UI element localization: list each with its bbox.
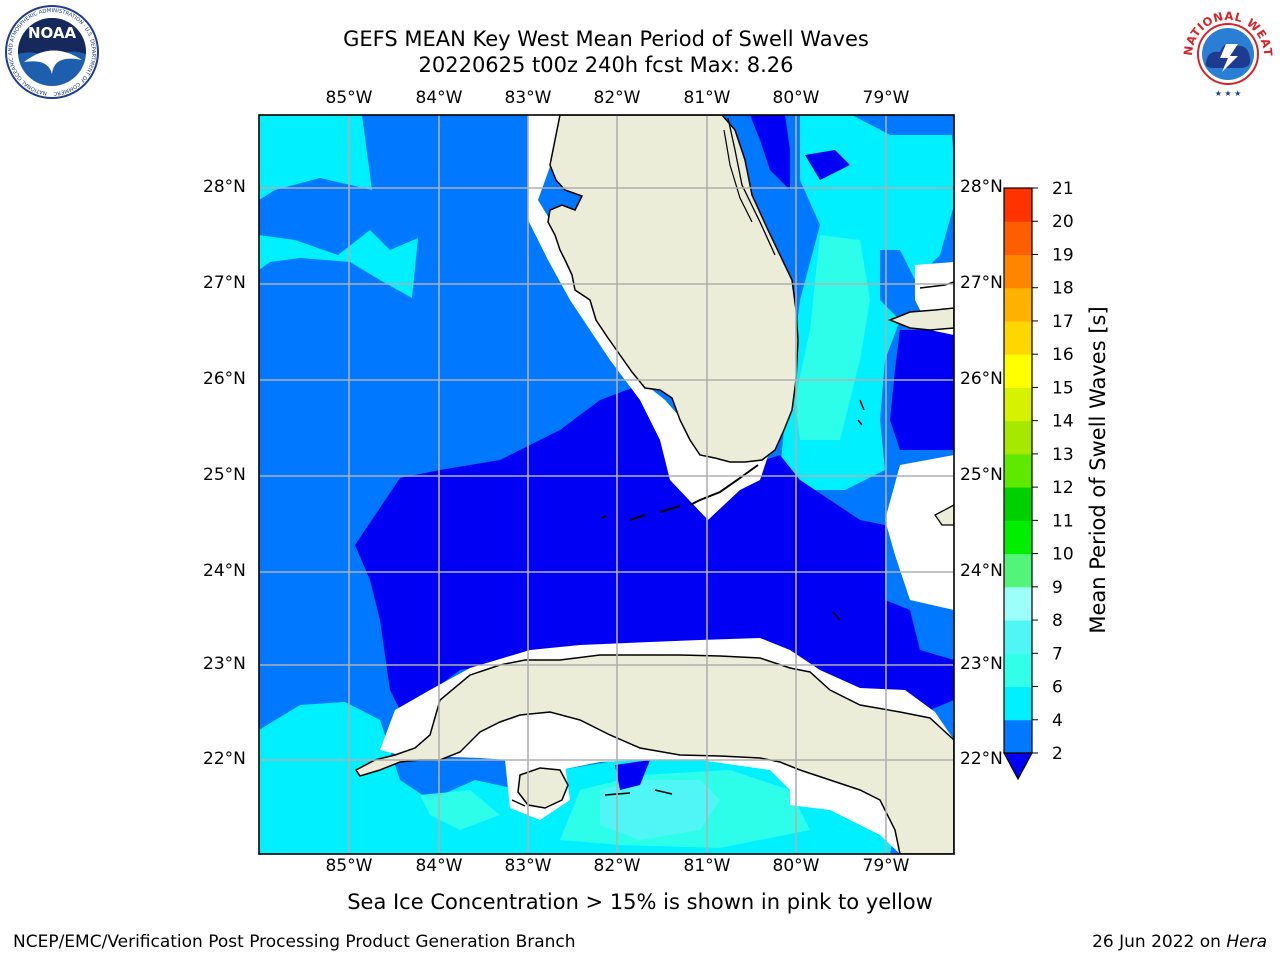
colorbar-segment <box>1004 221 1032 255</box>
colorbar-tick-label: 7 <box>1052 644 1063 664</box>
lon-label-bottom: 84°W <box>415 856 463 876</box>
noaa-logo: NOAA NATIONAL OCEANIC AND ATMOSPHERIC AD… <box>2 4 99 99</box>
colorbar-segment <box>1004 653 1032 688</box>
colorbar-tick-label: 17 <box>1052 312 1074 332</box>
colorbar-tick-label: 15 <box>1052 378 1074 398</box>
lat-label-left: 28°N <box>203 177 246 197</box>
svg-text:★ ★ ★: ★ ★ ★ <box>1215 89 1242 98</box>
lat-label-left: 25°N <box>203 465 246 485</box>
bahamas-land <box>887 307 954 331</box>
colorbar-tick-label: 8 <box>1052 611 1063 631</box>
lat-label-right: 25°N <box>960 465 1003 485</box>
lon-label-top: 80°W <box>772 88 820 108</box>
lat-label-left: 23°N <box>203 654 246 674</box>
lat-label-left: 22°N <box>203 749 246 769</box>
colorbar-frame <box>1003 187 1033 754</box>
lon-label-top: 84°W <box>415 88 463 108</box>
lon-label-bottom: 80°W <box>772 856 820 876</box>
swell-band-below-2 <box>355 115 954 790</box>
lon-label-top: 83°W <box>504 88 552 108</box>
map-frame <box>258 114 955 855</box>
lat-label-right: 24°N <box>960 561 1003 581</box>
lat-label-right: 23°N <box>960 654 1003 674</box>
cuba-land <box>354 654 954 854</box>
colorbar-tick-label: 6 <box>1052 678 1063 698</box>
lat-label-left: 24°N <box>203 561 246 581</box>
lat-label-right: 28°N <box>960 177 1003 197</box>
colorbar-tick-label: 14 <box>1052 412 1074 432</box>
footer-host: Hera <box>1226 932 1267 952</box>
colorbar-tick-label: 20 <box>1052 212 1074 232</box>
lat-label-right: 27°N <box>960 273 1003 293</box>
sea-ice-note: Sea Ice Concentration > 15% is shown in … <box>347 890 933 914</box>
colorbar-segment <box>1004 520 1032 555</box>
florida-keys <box>601 464 759 521</box>
colorbar-segment <box>1004 320 1032 355</box>
florida-land <box>547 115 799 463</box>
colorbar-tick-label: 4 <box>1052 711 1063 731</box>
colorbar-tick-label: 10 <box>1052 545 1074 565</box>
lon-label-top: 79°W <box>862 88 910 108</box>
colorbar-segment <box>1004 387 1032 422</box>
map-subtitle: 20220625 t00z 240h fcst Max: 8.26 <box>418 53 794 77</box>
isla-juventud <box>517 767 569 809</box>
footer-date-text: 26 Jun 2022 on <box>1092 932 1227 952</box>
colorbar-tick-label: 13 <box>1052 445 1074 465</box>
colorbar-tick-label: 18 <box>1052 279 1074 299</box>
colorbar-segment <box>1004 586 1032 621</box>
colorbar <box>1002 187 1034 781</box>
lon-label-bottom: 79°W <box>862 856 910 876</box>
colorbar-segment <box>1004 254 1032 289</box>
lon-label-bottom: 83°W <box>504 856 552 876</box>
map-title: GEFS MEAN Key West Mean Period of Swell … <box>343 27 869 51</box>
colorbar-tick-label: 16 <box>1052 345 1074 365</box>
swell-band-7-8 <box>600 780 720 840</box>
lon-label-bottom: 81°W <box>683 856 731 876</box>
colorbar-segment <box>1004 354 1032 388</box>
colorbar-tick-label: 21 <box>1052 179 1074 199</box>
lon-label-top: 82°W <box>593 88 641 108</box>
map-gridlines <box>259 115 954 854</box>
colorbar-tick-label: 9 <box>1052 578 1063 598</box>
lon-label-bottom: 85°W <box>325 856 373 876</box>
lon-label-bottom: 82°W <box>593 856 641 876</box>
colorbar-segment <box>1004 487 1032 521</box>
colorbar-tick-label: 19 <box>1052 245 1074 265</box>
lat-label-left: 26°N <box>203 369 246 389</box>
colorbar-tick-label: 11 <box>1052 511 1074 531</box>
colorbar-label: Mean Period of Swell Waves [s] <box>1086 306 1110 634</box>
lat-label-right: 22°N <box>960 749 1003 769</box>
colorbar-segment <box>1004 719 1032 754</box>
colorbar-tick-label: 12 <box>1052 478 1074 498</box>
colorbar-segment <box>1004 620 1032 654</box>
colorbar-ticks: 2 4 6 7 8 9 10 11 12 13 14 15 16 17 18 19 20 21 <box>1032 179 1074 764</box>
colorbar-segment <box>1004 553 1032 588</box>
lon-label-top: 85°W <box>325 88 373 108</box>
lat-label-left: 27°N <box>203 273 246 293</box>
svg-text:NOAA: NOAA <box>28 24 77 42</box>
colorbar-segment <box>1004 188 1032 222</box>
colorbar-segment <box>1004 420 1032 455</box>
lat-label-right: 26°N <box>960 369 1003 389</box>
footer-credit: NCEP/EMC/Verification Post Processing Pr… <box>13 932 576 952</box>
colorbar-extend-min <box>1002 752 1034 781</box>
colorbar-segment <box>1004 287 1032 322</box>
colorbar-tick-label: 2 <box>1052 744 1063 764</box>
colorbar-segment <box>1004 453 1032 488</box>
lon-label-top: 81°W <box>683 88 731 108</box>
nws-logo: NATIONAL WEATHER SERVICE ★ ★ ★ <box>1178 4 1275 98</box>
colorbar-segment <box>1004 686 1032 721</box>
footer-date: 26 Jun 2022 on Hera <box>1092 932 1267 952</box>
